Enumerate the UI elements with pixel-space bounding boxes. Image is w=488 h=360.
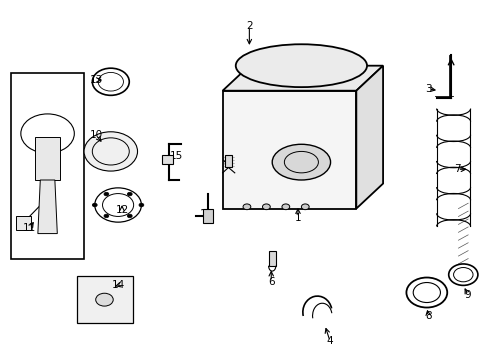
Text: 14: 14 bbox=[111, 280, 124, 291]
Text: 13: 13 bbox=[89, 75, 102, 85]
Text: 9: 9 bbox=[464, 290, 470, 300]
Ellipse shape bbox=[235, 44, 366, 87]
Circle shape bbox=[262, 204, 270, 210]
Text: 4: 4 bbox=[326, 337, 333, 346]
Bar bbox=[77, 276, 132, 323]
Polygon shape bbox=[16, 216, 30, 230]
Text: 6: 6 bbox=[267, 277, 274, 287]
Text: 7: 7 bbox=[453, 164, 460, 174]
Polygon shape bbox=[203, 208, 212, 223]
Circle shape bbox=[282, 204, 289, 210]
Polygon shape bbox=[356, 66, 382, 208]
Text: 10: 10 bbox=[89, 130, 102, 140]
Text: 8: 8 bbox=[424, 311, 431, 321]
Text: 11: 11 bbox=[23, 223, 36, 233]
Circle shape bbox=[104, 192, 109, 196]
Circle shape bbox=[96, 293, 113, 306]
Circle shape bbox=[104, 214, 109, 218]
Polygon shape bbox=[224, 155, 232, 167]
Circle shape bbox=[139, 203, 143, 207]
Circle shape bbox=[243, 204, 250, 210]
Bar bbox=[11, 73, 84, 258]
Circle shape bbox=[84, 132, 137, 171]
Text: 16: 16 bbox=[200, 209, 213, 219]
Circle shape bbox=[301, 204, 308, 210]
Text: 5: 5 bbox=[223, 157, 229, 167]
Text: 3: 3 bbox=[424, 84, 431, 94]
Text: 2: 2 bbox=[245, 21, 252, 31]
Polygon shape bbox=[222, 91, 356, 208]
Polygon shape bbox=[222, 66, 382, 91]
Text: 12: 12 bbox=[115, 205, 128, 215]
Polygon shape bbox=[38, 180, 57, 234]
Polygon shape bbox=[35, 137, 60, 180]
Circle shape bbox=[127, 214, 132, 218]
Circle shape bbox=[92, 203, 97, 207]
Polygon shape bbox=[268, 251, 276, 266]
Text: 1: 1 bbox=[294, 212, 301, 222]
Circle shape bbox=[127, 192, 132, 196]
Bar bbox=[162, 155, 172, 164]
Text: 15: 15 bbox=[169, 151, 183, 161]
Ellipse shape bbox=[272, 144, 330, 180]
